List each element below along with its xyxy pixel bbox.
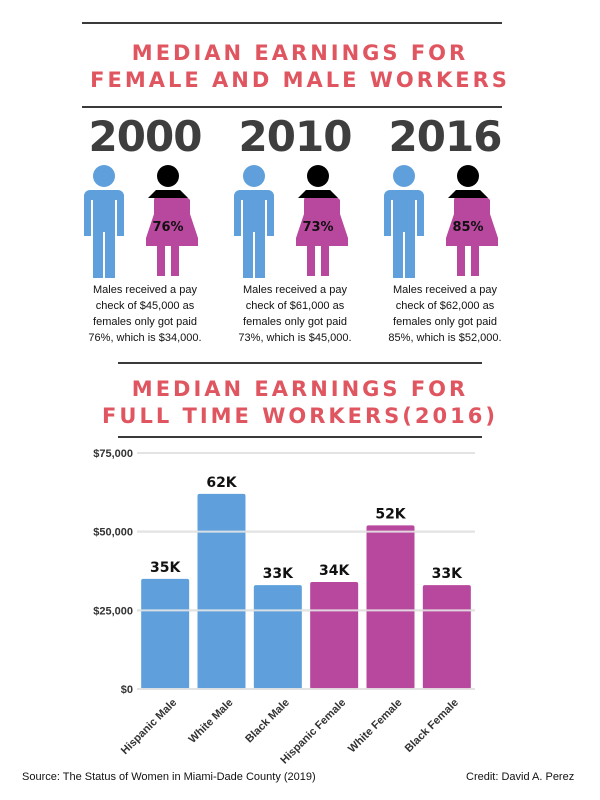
male-icon [84, 165, 124, 278]
year-label: 2010 [238, 112, 353, 161]
figures: 76% [60, 164, 230, 282]
credit-note: Credit: David A. Perez [466, 771, 575, 783]
bar-value-label: 34K [319, 563, 350, 579]
caption-line: 73%, which is $45,000. [238, 332, 352, 344]
title-fulltime-earnings-line2: FULL TIME WORKERS(2016) [102, 404, 498, 428]
y-tick-label: $50,000 [93, 527, 133, 539]
caption-line: Males received a pay [93, 284, 197, 296]
year-caption: Males received a pay check of $61,000 as… [210, 282, 380, 346]
bar-chart: $0 $25,000 $50,000 $75,000 35K Hispanic Male 6… [93, 448, 475, 767]
bar [197, 493, 246, 689]
x-tick-label: Hispanic Male [119, 697, 179, 757]
bar [366, 525, 415, 689]
female-percent-label: 85% [452, 220, 484, 235]
bar-value-label: 33K [263, 566, 294, 582]
caption-line: check of $45,000 as [95, 300, 195, 312]
year-column-2016: 2016 85% Males received a pay check of $… [360, 112, 530, 346]
year-column-2000: 2000 76% Males received a pay check of $… [60, 112, 230, 346]
title-divider [82, 106, 502, 108]
female-icon [296, 165, 348, 276]
caption-line: females only got paid [393, 316, 497, 328]
x-tick-label: White Female [346, 697, 405, 756]
top-divider [82, 22, 502, 24]
x-tick-label: White Male [187, 697, 236, 746]
bar [422, 585, 471, 689]
caption-line: Males received a pay [243, 284, 347, 296]
male-female-icons [384, 165, 498, 278]
year-label: 2000 [88, 112, 203, 161]
figures: 85% [360, 164, 530, 282]
bar [310, 582, 359, 689]
caption-line: females only got paid [243, 316, 347, 328]
title-gender-earnings: MEDIAN EARNINGS FOR FEMALE AND MALE WORK… [0, 40, 600, 94]
bar [253, 585, 302, 689]
y-tick-label: $25,000 [93, 605, 133, 617]
bar-value-label: 62K [206, 475, 237, 491]
bar-value-label: 35K [150, 560, 181, 576]
year-caption: Males received a pay check of $45,000 as… [60, 282, 230, 346]
caption-line: Males received a pay [393, 284, 497, 296]
title-gender-earnings-line1: MEDIAN EARNINGS FOR [131, 41, 469, 65]
caption-line: 76%, which is $34,000. [88, 332, 202, 344]
female-percent-label: 76% [152, 220, 184, 235]
male-icon [234, 165, 274, 278]
female-icon [446, 165, 498, 276]
caption-line: 85%, which is $52,000. [388, 332, 502, 344]
caption-line: females only got paid [93, 316, 197, 328]
y-tick-label: $0 [121, 684, 133, 696]
title-divider-2 [118, 436, 482, 438]
female-icon [146, 165, 198, 276]
title-fulltime-earnings-line1: MEDIAN EARNINGS FOR [131, 377, 469, 401]
section-divider [118, 362, 482, 364]
female-percent-label: 73% [302, 220, 334, 235]
bar-value-label: 33K [432, 566, 463, 582]
x-tick-label: Black Female [403, 697, 461, 755]
bar-value-label: 52K [375, 506, 406, 522]
male-icon [384, 165, 424, 278]
bar [141, 578, 190, 689]
male-female-icons [234, 165, 348, 278]
title-fulltime-earnings: MEDIAN EARNINGS FOR FULL TIME WORKERS(20… [0, 376, 600, 430]
caption-line: check of $62,000 as [395, 300, 495, 312]
figures: 73% [210, 164, 380, 282]
source-note: Source: The Status of Women in Miami-Dad… [22, 771, 316, 783]
x-tick-label: Black Male [243, 697, 292, 746]
year-column-2010: 2010 73% Males received a pay check of $… [210, 112, 380, 346]
title-gender-earnings-line2: FEMALE AND MALE WORKERS [90, 68, 510, 92]
year-caption: Males received a pay check of $62,000 as… [360, 282, 530, 346]
y-tick-label: $75,000 [93, 448, 133, 460]
caption-line: check of $61,000 as [245, 300, 345, 312]
male-female-icons [84, 165, 198, 278]
year-label: 2016 [388, 112, 503, 161]
